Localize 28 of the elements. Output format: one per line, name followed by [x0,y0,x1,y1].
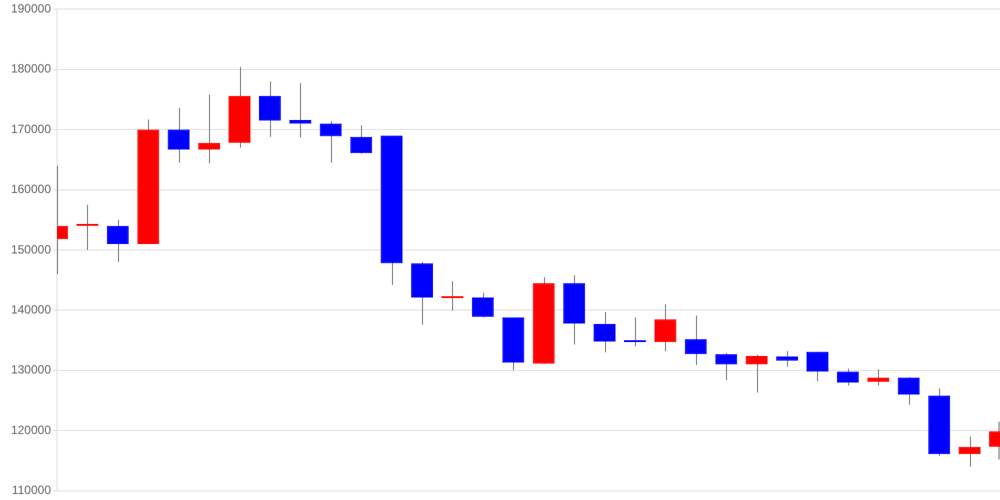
y-tick-label: 190000 [10,2,52,16]
candlestick [836,368,859,386]
y-tick-label: 120000 [10,422,52,437]
y-tick-label: 140000 [10,302,52,317]
candlestick [168,107,190,164]
y-tick-label: 130000 [10,362,52,377]
candlestick [258,80,281,138]
candlestick [198,94,220,164]
candlestick [806,351,828,382]
candlestick [106,219,129,263]
candlestick [867,368,890,386]
candlestick [958,436,981,468]
candlestick [776,350,798,368]
candlestick [289,82,312,138]
candlestick [594,312,616,353]
candlestick [898,376,920,406]
y-tick-label: 110000 [12,483,52,498]
y-tick-label: 170000 [10,122,52,136]
y-tick-label: 150000 [10,242,52,256]
candlestick [746,354,768,394]
candlestick [320,120,342,164]
candlestick [715,352,738,381]
candlestick [684,315,707,366]
y-tick-label: 180000 [10,62,52,76]
y-tick-label: 160000 [10,182,52,196]
candlestick [472,292,494,318]
candlestick [350,124,372,154]
candlestick [654,304,676,352]
